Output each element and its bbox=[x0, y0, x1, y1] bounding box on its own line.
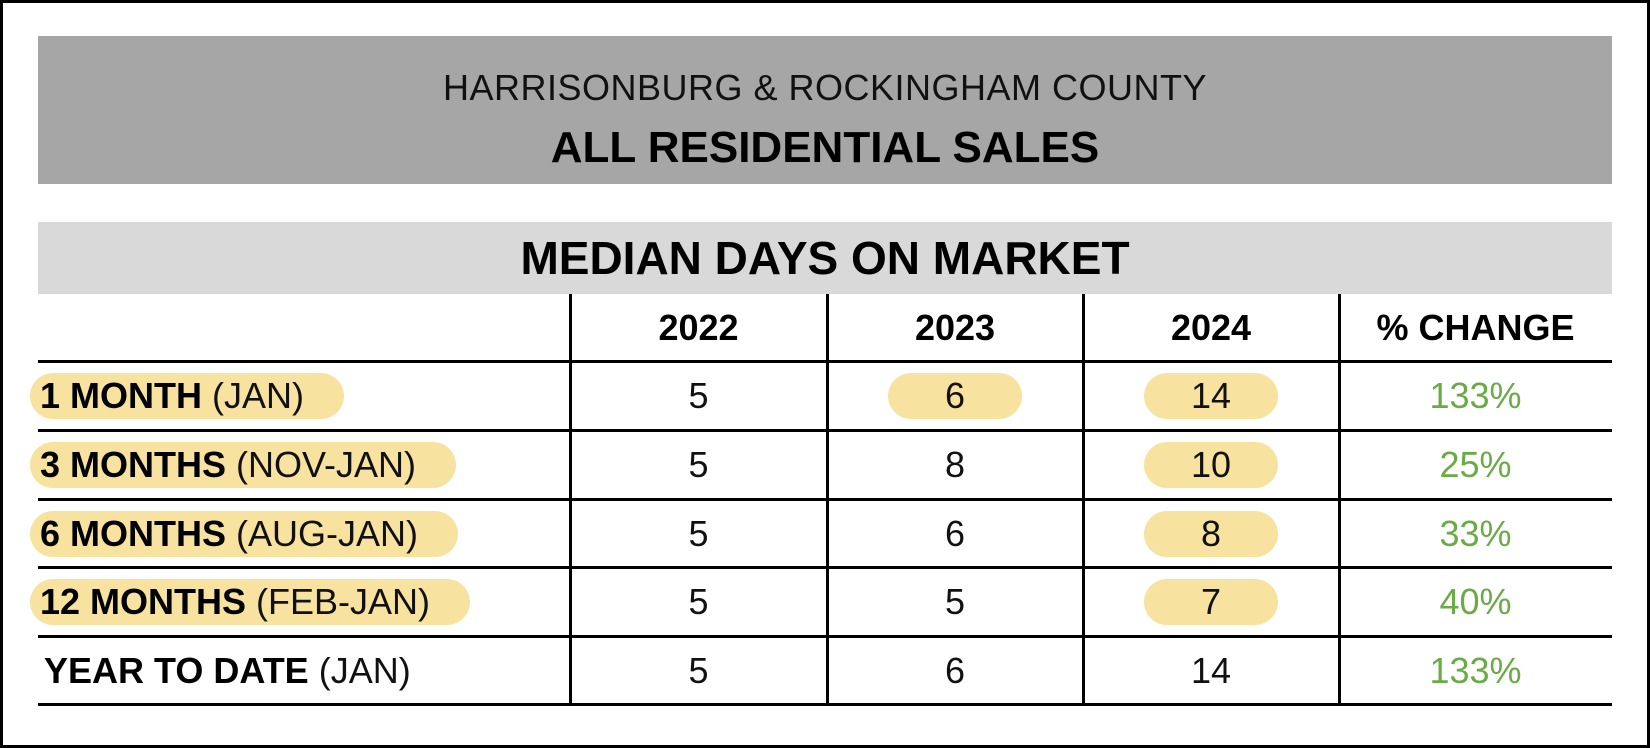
median-days-value: 5 bbox=[688, 444, 709, 485]
median-days-value: 7 bbox=[1144, 579, 1278, 625]
value-cell: 6 bbox=[827, 637, 1083, 705]
row-label-range: (JAN) bbox=[308, 650, 411, 691]
row-label-highlight: 6 MONTHS (AUG-JAN) bbox=[30, 511, 459, 557]
row-label: YEAR TO DATE (JAN) bbox=[38, 637, 570, 705]
row-divider bbox=[38, 498, 1612, 501]
percent-change-value: 40% bbox=[1439, 581, 1512, 622]
median-days-value: 8 bbox=[1144, 511, 1278, 557]
value-cell: 14 bbox=[1083, 637, 1339, 705]
median-days-value: 5 bbox=[688, 375, 709, 416]
row-label: 1 MONTH (JAN) bbox=[30, 362, 570, 430]
percent-change-value: 25% bbox=[1439, 444, 1512, 485]
row-label-period: 3 MONTHS bbox=[40, 444, 227, 485]
row-label-highlight: 3 MONTHS (NOV-JAN) bbox=[30, 442, 457, 488]
value-cell: 6 bbox=[827, 500, 1083, 568]
value-cell: 6 bbox=[827, 362, 1083, 430]
value-cell: 7 bbox=[1083, 568, 1339, 636]
row-label-highlight: 12 MONTHS (FEB-JAN) bbox=[30, 579, 471, 625]
percent-change-value: 133% bbox=[1429, 650, 1522, 691]
value-cell: 133% bbox=[1339, 637, 1612, 705]
median-days-value: 5 bbox=[688, 513, 709, 554]
column-header: 2023 bbox=[914, 307, 996, 348]
row-label-range: (FEB-JAN) bbox=[246, 581, 431, 622]
row-label-text: YEAR TO DATE (JAN) bbox=[38, 650, 411, 692]
value-cell: 8 bbox=[1083, 500, 1339, 568]
value-cell: 5 bbox=[570, 500, 827, 568]
median-days-value: 14 bbox=[1190, 650, 1232, 691]
median-days-value: 6 bbox=[944, 513, 966, 554]
median-days-value: 5 bbox=[944, 581, 966, 622]
row-label-range: (NOV-JAN) bbox=[226, 444, 417, 485]
median-days-value: 10 bbox=[1144, 442, 1278, 488]
column-header: 2022 bbox=[658, 307, 739, 348]
row-label: 12 MONTHS (FEB-JAN) bbox=[30, 568, 570, 636]
value-cell: 5 bbox=[570, 568, 827, 636]
row-label: 6 MONTHS (AUG-JAN) bbox=[30, 500, 570, 568]
row-label-range: (JAN) bbox=[202, 375, 304, 416]
median-days-value: 8 bbox=[944, 444, 966, 485]
value-cell: 14 bbox=[1083, 362, 1339, 430]
value-cell: 10 bbox=[1083, 431, 1339, 499]
value-cell: 33% bbox=[1339, 500, 1612, 568]
value-cell: 5 bbox=[570, 362, 827, 430]
value-cell: 5 bbox=[827, 568, 1083, 636]
banner-title: ALL RESIDENTIAL SALES bbox=[550, 123, 1100, 172]
row-divider bbox=[38, 429, 1612, 432]
median-days-value: 14 bbox=[1144, 373, 1278, 419]
banner-subtitle: HARRISONBURG & ROCKINGHAM COUNTY bbox=[442, 67, 1208, 108]
value-cell: 25% bbox=[1339, 431, 1612, 499]
row-label-highlight: 1 MONTH (JAN) bbox=[30, 373, 344, 419]
median-days-value: 5 bbox=[688, 581, 709, 622]
row-label-period: YEAR TO DATE bbox=[44, 650, 309, 691]
row-divider bbox=[38, 635, 1612, 638]
median-days-value: 6 bbox=[888, 373, 1022, 419]
row-label-period: 6 MONTHS bbox=[40, 513, 227, 554]
value-cell: 8 bbox=[827, 431, 1083, 499]
value-cell: 5 bbox=[570, 431, 827, 499]
row-divider bbox=[38, 703, 1612, 706]
median-days-value: 6 bbox=[944, 650, 966, 691]
percent-change-value: 133% bbox=[1429, 375, 1522, 416]
table-title: MEDIAN DAYS ON MARKET bbox=[38, 222, 1612, 294]
row-label-period: 1 MONTH bbox=[40, 375, 202, 416]
row-divider bbox=[38, 566, 1612, 569]
row-label-period: 12 MONTHS bbox=[40, 581, 247, 622]
median-days-value: 5 bbox=[688, 650, 709, 691]
percent-change-value: 33% bbox=[1439, 513, 1512, 554]
value-cell: 5 bbox=[570, 637, 827, 705]
value-cell: 40% bbox=[1339, 568, 1612, 636]
value-cell: 133% bbox=[1339, 362, 1612, 430]
row-label-range: (AUG-JAN) bbox=[226, 513, 419, 554]
row-divider bbox=[38, 360, 1612, 363]
row-label: 3 MONTHS (NOV-JAN) bbox=[30, 431, 570, 499]
column-header: 2024 bbox=[1170, 307, 1252, 348]
column-header: % CHANGE bbox=[1376, 307, 1575, 348]
header-banner: HARRISONBURG & ROCKINGHAM COUNTY ALL RES… bbox=[38, 36, 1612, 184]
